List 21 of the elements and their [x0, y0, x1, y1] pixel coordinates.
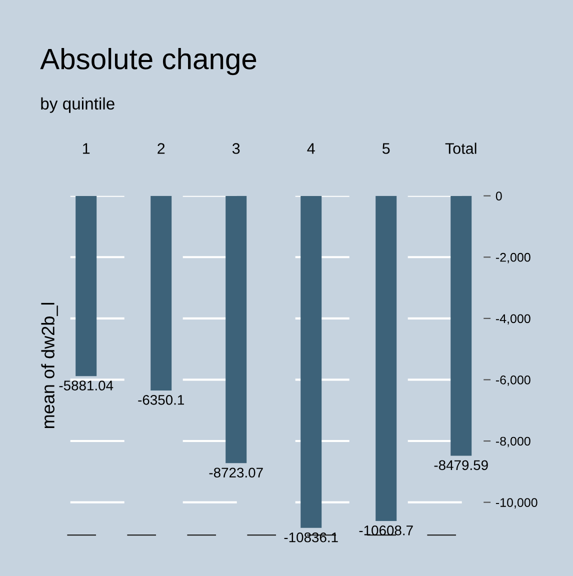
x-tick-label: 4 [307, 143, 315, 154]
y-tick-label: -4,000 [496, 314, 530, 325]
data-label: -8479.59 [434, 460, 488, 470]
data-label: -10836.1 [284, 532, 338, 542]
data-label: -5881.04 [59, 380, 114, 390]
x-tick-label: 3 [232, 143, 240, 154]
y-axis-title: mean of dw2b_l [41, 302, 58, 428]
data-label: -8723.07 [209, 468, 263, 478]
y-tick-label: -8,000 [496, 436, 530, 448]
y-tick-label: -10,000 [496, 498, 538, 508]
x-tick-label: Total [445, 142, 476, 154]
x-tick-label: 2 [158, 143, 165, 154]
data-label: -6350.1 [138, 394, 184, 405]
chart-title: Absolute change [40, 48, 256, 76]
y-tick-label: -6,000 [496, 376, 530, 386]
x-tick-label: 1 [83, 143, 90, 154]
y-tick-label: -2,000 [496, 252, 530, 264]
data-label: -10608.7 [359, 526, 413, 536]
chart-subtitle: by quintile [41, 97, 114, 113]
y-tick-label: 0 [496, 192, 502, 200]
x-tick-label: 5 [382, 143, 390, 154]
